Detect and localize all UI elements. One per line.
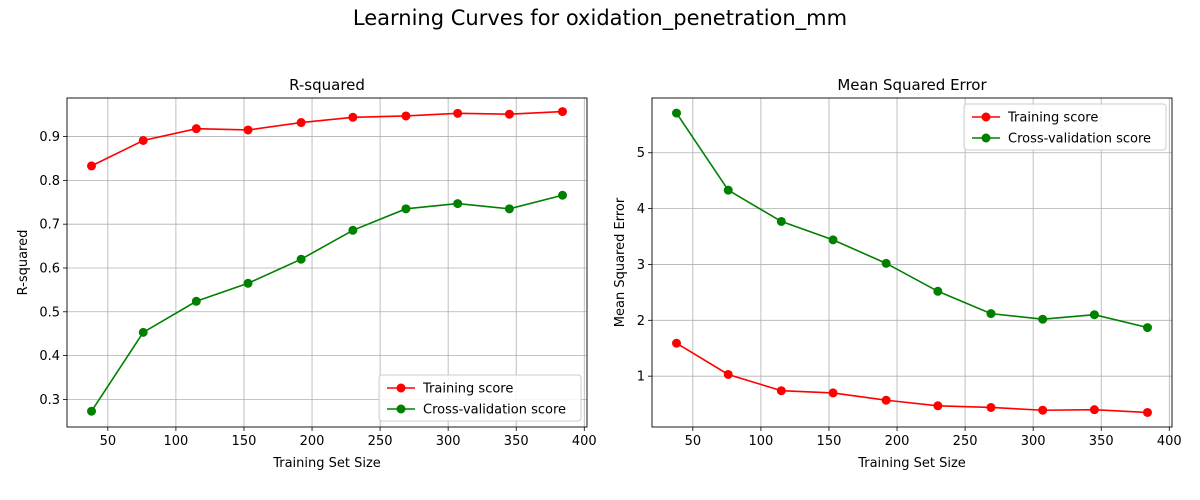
x-tick-label: 150 [232, 434, 257, 449]
data-point [828, 235, 838, 245]
data-point [881, 395, 891, 405]
data-point [504, 204, 514, 214]
data-point [1142, 407, 1152, 417]
data-point [933, 401, 943, 411]
y-tick-label: 5 [637, 146, 645, 161]
data-point [348, 112, 358, 122]
y-tick-label: 0.7 [39, 218, 60, 233]
data-point [191, 124, 201, 134]
legend-label: Cross-validation score [423, 403, 566, 418]
x-tick-label: 350 [1089, 434, 1114, 449]
x-tick-label: 400 [572, 434, 597, 449]
x-tick-label: 300 [436, 434, 461, 449]
x-tick-label: 50 [100, 434, 117, 449]
series-line-2 [675, 112, 1148, 329]
x-tick-label: 400 [1157, 434, 1182, 449]
y-tick-label: 0.8 [39, 174, 60, 189]
plot-frame [66, 97, 588, 428]
x-axis-label: Training Set Size [857, 456, 966, 471]
y-tick-label: 0.6 [39, 261, 60, 276]
data-point [87, 406, 97, 416]
data-point [557, 190, 567, 200]
legend: Training score Cross-validation score [963, 103, 1167, 151]
data-point [1038, 405, 1048, 415]
data-point [138, 327, 148, 337]
y-tick-label: 0.9 [39, 130, 60, 145]
y-tick-label: 0.4 [39, 349, 60, 364]
data-point [191, 296, 201, 306]
x-tick-label: 100 [163, 434, 188, 449]
data-point [243, 278, 253, 288]
x-tick-label: 250 [368, 434, 393, 449]
legend: Training score Cross-validation score [378, 374, 582, 422]
data-point [881, 258, 891, 268]
x-tick-label: 300 [1021, 434, 1046, 449]
y-tick-label: 4 [637, 202, 645, 217]
legend-marker [981, 133, 991, 143]
series-line-2 [90, 194, 563, 412]
data-point [1089, 310, 1099, 320]
data-point [986, 402, 996, 412]
data-point [557, 107, 567, 117]
data-point [828, 388, 838, 398]
legend-marker [396, 383, 406, 393]
legend-marker [396, 404, 406, 414]
series-line-1 [91, 110, 563, 167]
y-tick-label: 1 [637, 370, 645, 385]
data-point [504, 109, 514, 119]
data-point [348, 225, 358, 235]
y-tick-label: 2 [637, 314, 645, 329]
data-point [453, 199, 463, 209]
data-point [401, 111, 411, 121]
x-tick-label: 150 [817, 434, 842, 449]
data-point [243, 125, 253, 135]
data-point [87, 161, 97, 171]
y-tick-label: 0.3 [39, 393, 60, 408]
x-tick-label: 200 [300, 434, 325, 449]
data-point [401, 204, 411, 214]
data-point [296, 118, 306, 128]
data-point [672, 338, 682, 348]
data-point [723, 185, 733, 195]
legend-marker [981, 112, 991, 122]
legend-box [963, 103, 1167, 151]
chart-title: R-squared [289, 76, 365, 94]
data-point [776, 216, 786, 226]
x-tick-label: 50 [685, 434, 702, 449]
data-point [933, 286, 943, 296]
chart-title: Mean Squared Error [837, 76, 987, 94]
data-point [138, 135, 148, 145]
data-point [296, 254, 306, 264]
x-tick-label: 100 [748, 434, 773, 449]
data-point [453, 108, 463, 118]
y-axis-label: R-squared [16, 230, 31, 296]
x-axis-label: Training Set Size [272, 456, 381, 471]
plot-frame [651, 97, 1173, 428]
y-axis-label: Mean Squared Error [613, 197, 628, 327]
y-tick-label: 0.5 [39, 305, 60, 320]
y-tick-label: 3 [637, 258, 645, 273]
x-tick-label: 350 [504, 434, 529, 449]
chart-1: 50 100 150 200 250 300 350 400 0.3 0.4 0.5 0.6 0.7 0.… [16, 76, 597, 471]
data-point [672, 108, 682, 118]
x-tick-label: 200 [885, 434, 910, 449]
figure-title: Learning Curves for oxidation_penetratio… [352, 6, 848, 30]
data-point [986, 309, 996, 319]
chart-2: 50 100 150 200 250 300 350 400 1 2 3 4 5 Mean Squared… [613, 76, 1182, 471]
data-point [1038, 314, 1048, 324]
legend-label: Training score [422, 382, 513, 397]
series-line-1 [676, 342, 1148, 414]
data-point [776, 386, 786, 396]
data-point [1142, 323, 1152, 333]
data-point [1089, 405, 1099, 415]
data-point [723, 369, 733, 379]
x-tick-label: 250 [953, 434, 978, 449]
legend-box [378, 374, 582, 422]
legend-label: Training score [1007, 111, 1098, 126]
legend-label: Cross-validation score [1008, 132, 1151, 147]
